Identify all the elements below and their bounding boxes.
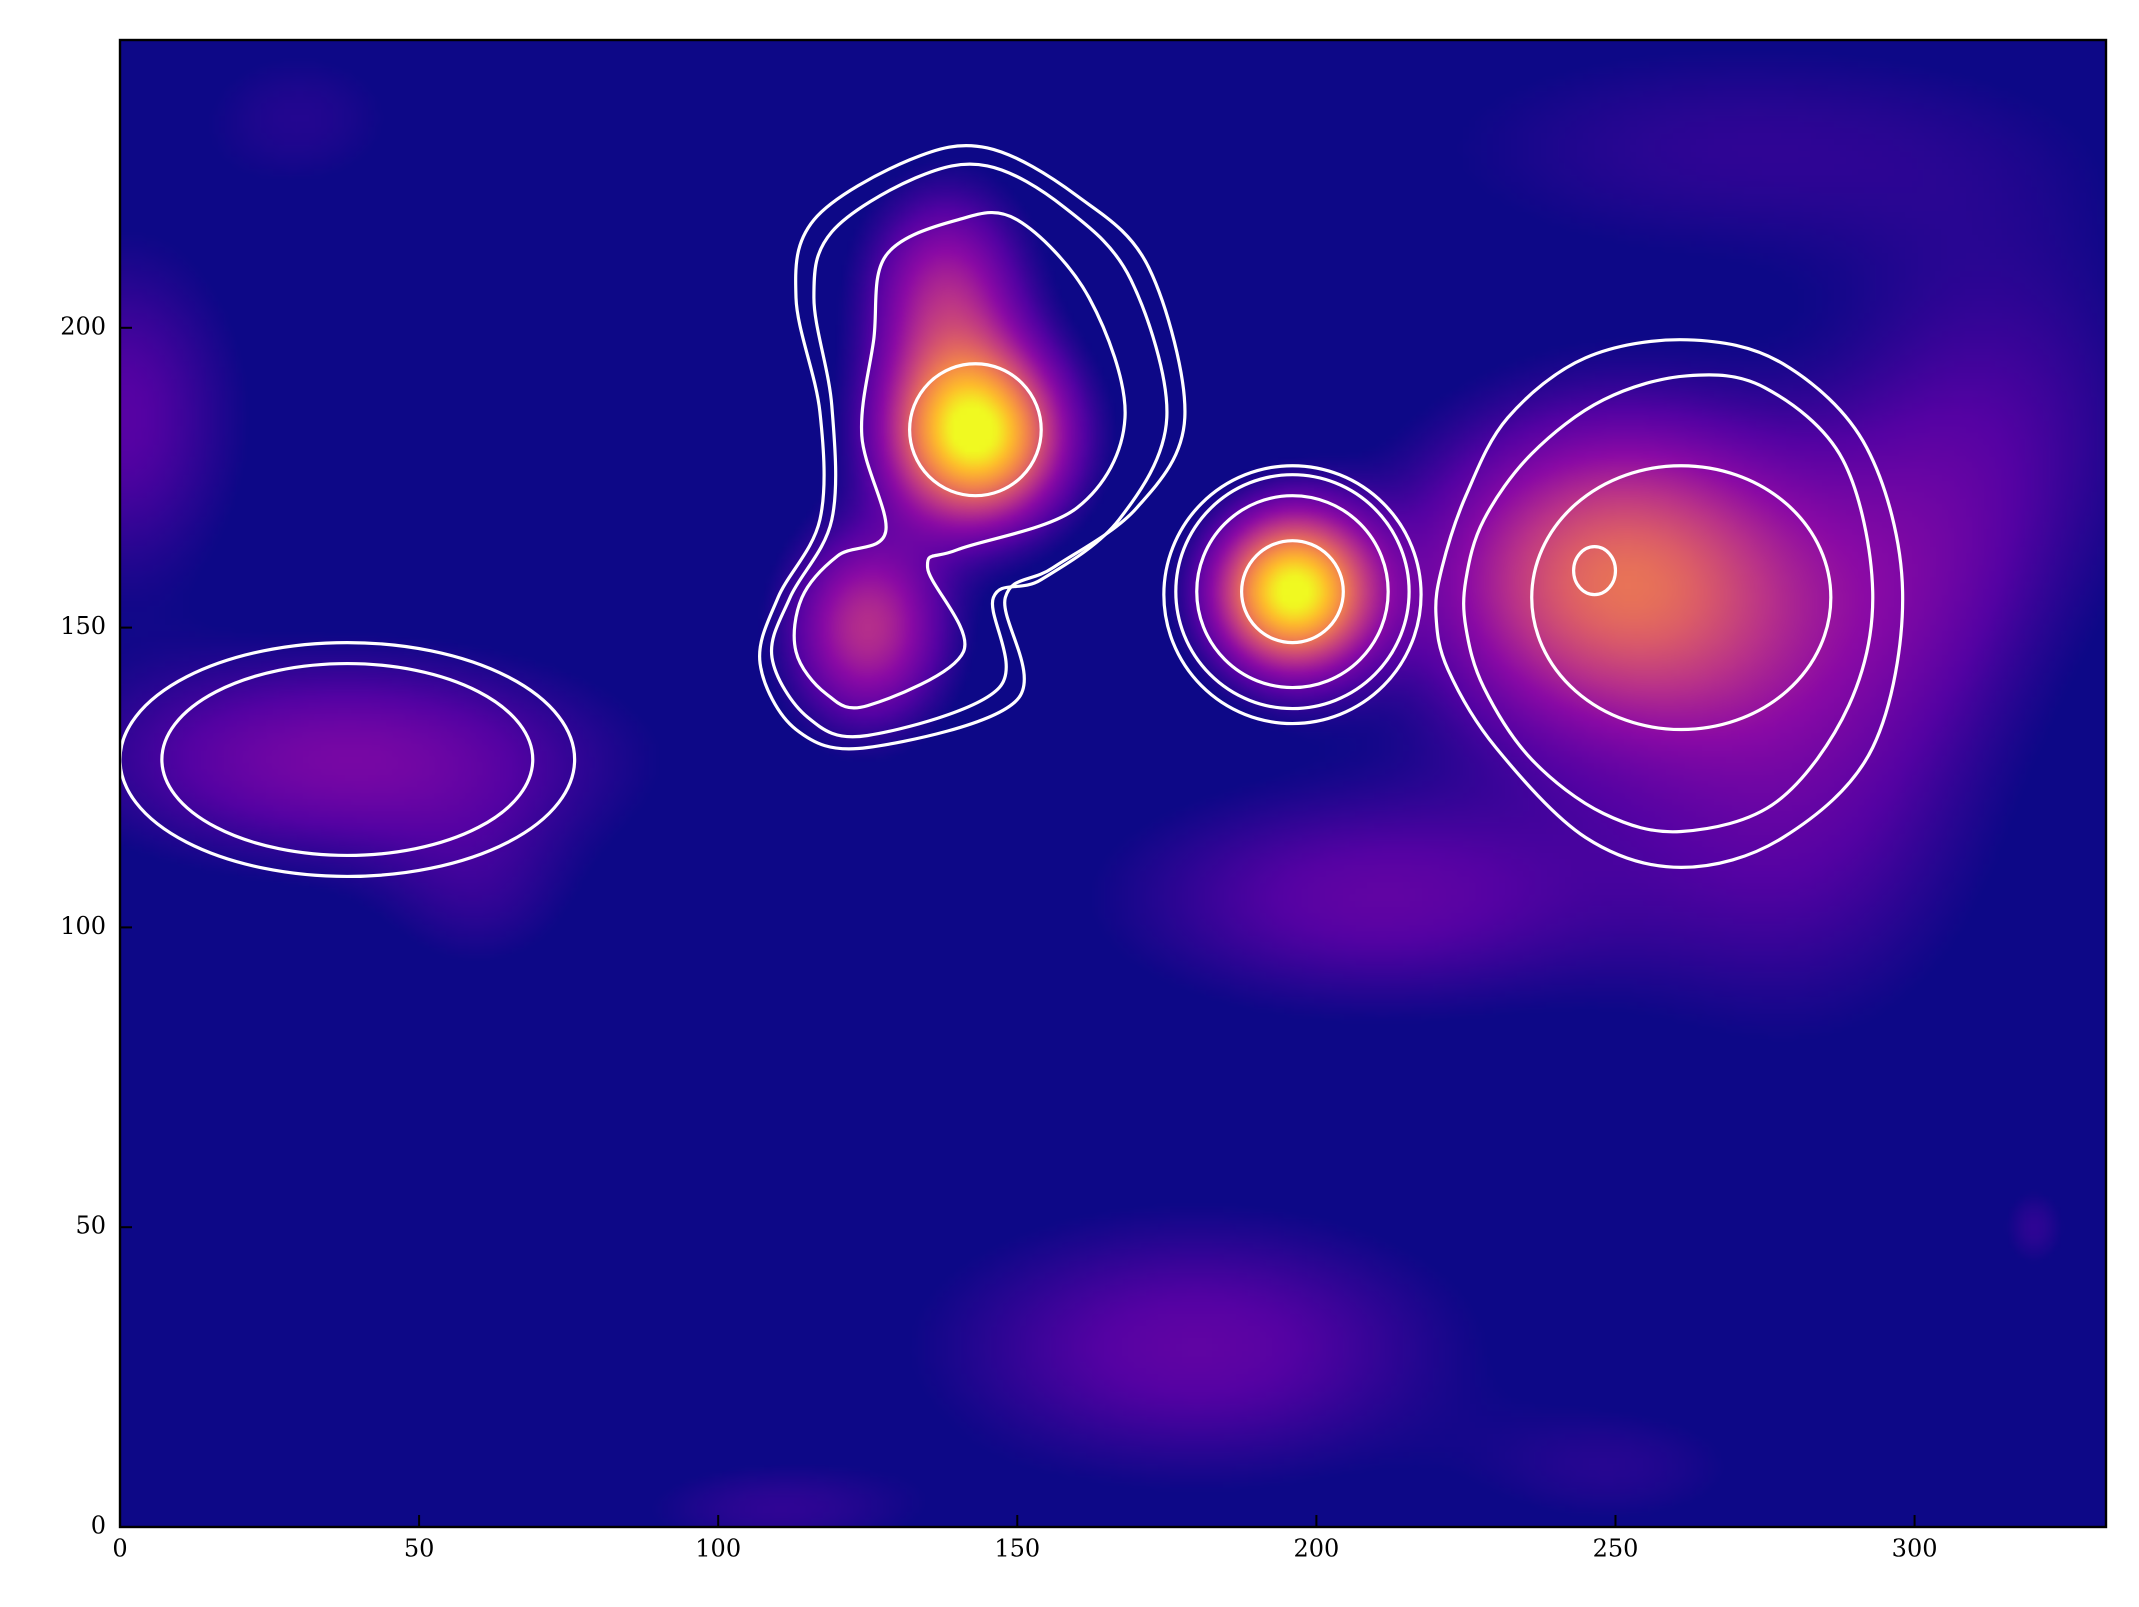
x-tick-label: 150 bbox=[994, 1535, 1040, 1563]
contour-peak-c-level-3 bbox=[1530, 464, 1833, 732]
contour-peak-a-level-3 bbox=[792, 210, 1127, 710]
y-tick-label: 200 bbox=[60, 312, 106, 340]
y-tick-label: 150 bbox=[60, 612, 106, 640]
contour-peak-a-level-2 bbox=[769, 162, 1169, 739]
axes-frame bbox=[118, 38, 2108, 1529]
x-tick-label: 50 bbox=[404, 1535, 435, 1563]
y-tick-label: 0 bbox=[91, 1512, 106, 1540]
axis-ticks: 0 50 100 150 200 250 300 0 50 100 150 200 bbox=[60, 312, 1937, 1562]
y-tick-label: 100 bbox=[60, 912, 106, 940]
contour-peak-b-level-4 bbox=[1240, 539, 1345, 645]
contour-peak-a-level-1 bbox=[757, 143, 1187, 751]
x-tick-label: 100 bbox=[695, 1535, 741, 1563]
plot-area bbox=[120, 40, 2106, 1527]
x-tick-label: 200 bbox=[1293, 1535, 1339, 1563]
heatmap-image bbox=[120, 40, 2106, 1527]
contour-peak-b-level-2 bbox=[1174, 473, 1411, 711]
contour-peak-c-level-2 bbox=[1462, 373, 1875, 834]
y-tick-label: 50 bbox=[75, 1212, 106, 1240]
x-tick-label: 0 bbox=[112, 1535, 127, 1563]
contour-peak-b-level-3 bbox=[1195, 494, 1390, 690]
contour-lines bbox=[120, 143, 1905, 879]
x-tick-label: 300 bbox=[1892, 1535, 1938, 1563]
contour-peak-c-level-1 bbox=[1434, 338, 1905, 870]
contour-blob-left-level-2 bbox=[160, 661, 535, 858]
x-tick-label: 250 bbox=[1593, 1535, 1639, 1563]
contour-peak-b-level-1 bbox=[1162, 464, 1423, 726]
contour-peak-c-level-4 bbox=[1572, 545, 1618, 597]
contour-peak-a-level-4 bbox=[908, 362, 1043, 498]
